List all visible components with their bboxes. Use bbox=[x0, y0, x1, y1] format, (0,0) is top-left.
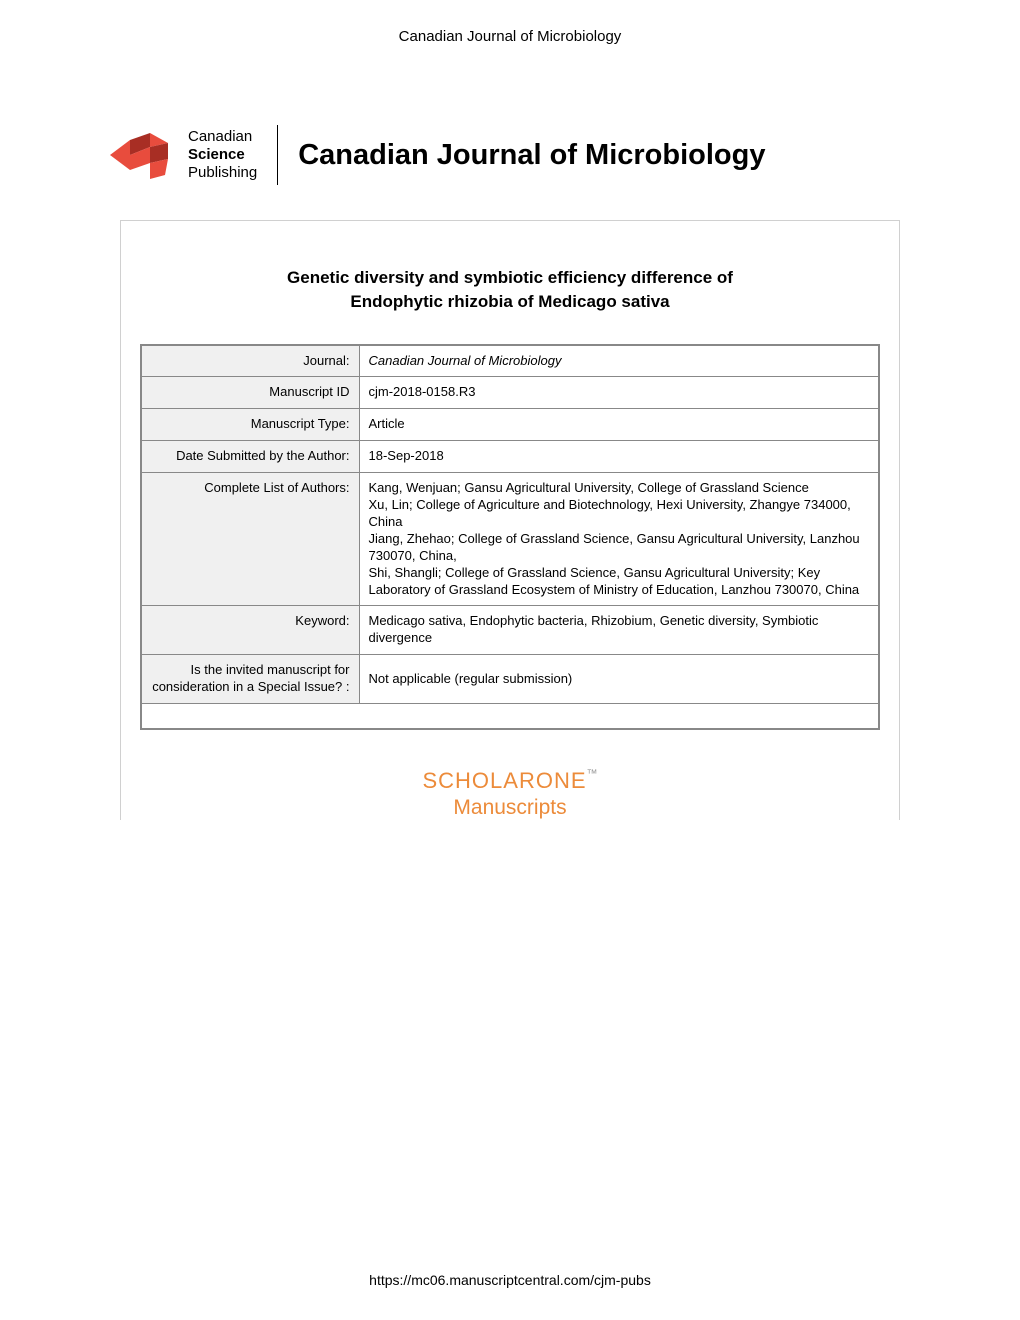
journal-title: Canadian Journal of Microbiology bbox=[298, 139, 765, 172]
metadata-label: Manuscript Type: bbox=[141, 409, 359, 441]
metadata-label: Manuscript ID bbox=[141, 377, 359, 409]
metadata-value: Article bbox=[359, 409, 879, 441]
metadata-value: Not applicable (regular submission) bbox=[359, 655, 879, 704]
metadata-row: Complete List of Authors:Kang, Wenjuan; … bbox=[141, 473, 879, 606]
scholarone-logo: SCHOLARONE™ Manuscripts bbox=[121, 768, 899, 820]
title-line1: Genetic diversity and symbiotic efficien… bbox=[287, 268, 733, 287]
metadata-row: Manuscript Type:Article bbox=[141, 409, 879, 441]
publisher-line2: Science bbox=[188, 146, 257, 164]
trademark-symbol: ™ bbox=[587, 768, 598, 780]
publisher-line1: Canadian bbox=[188, 128, 257, 146]
empty-cell bbox=[141, 703, 879, 729]
metadata-row: Keyword:Medicago sativa, Endophytic bact… bbox=[141, 606, 879, 655]
logo-section: Canadian Science Publishing Canadian Jou… bbox=[110, 125, 1020, 185]
publisher-name: Canadian Science Publishing bbox=[188, 128, 257, 182]
metadata-label: Complete List of Authors: bbox=[141, 473, 359, 606]
metadata-label: Date Submitted by the Author: bbox=[141, 441, 359, 473]
footer-url: https://mc06.manuscriptcentral.com/cjm-p… bbox=[0, 1272, 1020, 1288]
metadata-label: Keyword: bbox=[141, 606, 359, 655]
publisher-line3: Publishing bbox=[188, 164, 257, 182]
logo-divider bbox=[277, 125, 278, 185]
empty-row bbox=[141, 703, 879, 729]
metadata-table: Journal:Canadian Journal of Microbiology… bbox=[140, 344, 880, 731]
metadata-value: cjm-2018-0158.R3 bbox=[359, 377, 879, 409]
metadata-label: Is the invited manuscript for considerat… bbox=[141, 655, 359, 704]
title-line2: Endophytic rhizobia of Medicago sativa bbox=[350, 292, 669, 311]
metadata-row: Journal:Canadian Journal of Microbiology bbox=[141, 345, 879, 377]
metadata-value: Canadian Journal of Microbiology bbox=[359, 345, 879, 377]
metadata-row: Is the invited manuscript for considerat… bbox=[141, 655, 879, 704]
metadata-value: Kang, Wenjuan; Gansu Agricultural Univer… bbox=[359, 473, 879, 606]
page-header: Canadian Journal of Microbiology bbox=[0, 0, 1020, 45]
metadata-row: Manuscript IDcjm-2018-0158.R3 bbox=[141, 377, 879, 409]
metadata-row: Date Submitted by the Author:18-Sep-2018 bbox=[141, 441, 879, 473]
content-area: Genetic diversity and symbiotic efficien… bbox=[120, 220, 900, 820]
scholarone-brand: SCHOLARONE bbox=[422, 768, 586, 794]
metadata-value: 18-Sep-2018 bbox=[359, 441, 879, 473]
metadata-value: Medicago sativa, Endophytic bacteria, Rh… bbox=[359, 606, 879, 655]
metadata-label: Journal: bbox=[141, 345, 359, 377]
article-title: Genetic diversity and symbiotic efficien… bbox=[121, 266, 899, 314]
publisher-logo-icon bbox=[110, 125, 180, 185]
scholarone-subtitle: Manuscripts bbox=[121, 796, 899, 820]
